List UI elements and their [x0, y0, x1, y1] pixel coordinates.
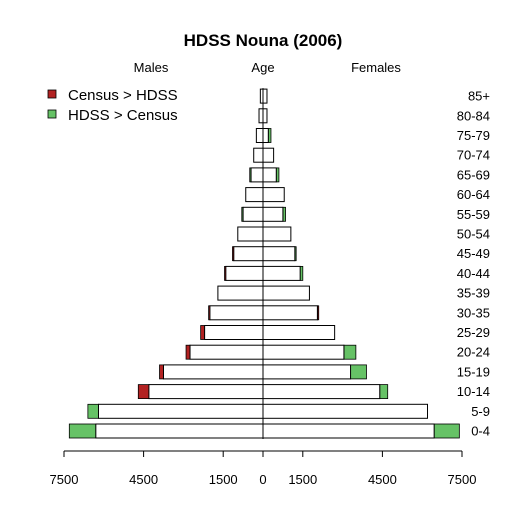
male-bar-80-84 [258, 108, 264, 124]
female-excess-bar-0-4 [433, 423, 460, 439]
chart-title: HDSS Nouna (2006) [184, 31, 343, 50]
age-label-50-54: 50-54 [457, 227, 490, 242]
male-bar-40-44 [225, 265, 264, 281]
male-bar-0-4 [95, 423, 264, 439]
legend: Census > HDSS HDSS > Census [47, 87, 178, 124]
female-excess-bar-15-19 [350, 364, 367, 380]
female-bar-10-14 [262, 384, 381, 400]
females-header: Females [351, 60, 401, 75]
female-bar-40-44 [262, 265, 301, 281]
male-excess-bar-20-24 [185, 344, 191, 360]
female-bar-70-74 [262, 147, 275, 163]
age-label-5-9: 5-9 [471, 404, 490, 419]
male-excess-bar-5-9 [87, 403, 99, 419]
female-excess-bar-20-24 [343, 344, 357, 360]
age-label-0-4: 0-4 [471, 424, 490, 439]
age-label-15-19: 15-19 [457, 364, 490, 379]
age-label-35-39: 35-39 [457, 286, 490, 301]
male-bar-15-19 [163, 364, 264, 380]
age-label-45-49: 45-49 [457, 246, 490, 261]
female-bar-30-35 [262, 305, 318, 321]
age-label-10-14: 10-14 [457, 384, 490, 399]
female-bar-75-79 [262, 128, 269, 143]
x-tick-label-3: 0 [259, 472, 266, 487]
legend-swatch-hdss-gt-census [47, 109, 57, 119]
male-bar-70-74 [253, 147, 264, 163]
male-bar-35-39 [217, 285, 264, 301]
male-bar-25-29 [204, 325, 264, 340]
male-excess-bar-10-14 [137, 384, 150, 400]
bars-layer [68, 88, 460, 439]
age-label-55-59: 55-59 [457, 207, 490, 222]
x-tick-label-1: 4500 [129, 472, 158, 487]
age-label-25-29: 25-29 [457, 325, 490, 340]
male-excess-bar-15-19 [159, 364, 164, 380]
x-tick-label-2: 1500 [209, 472, 238, 487]
female-bar-45-49 [262, 246, 296, 262]
legend-label-hdss-gt-census: HDSS > Census [68, 107, 178, 124]
males-header: Males [134, 60, 169, 75]
male-excess-bar-0-4 [68, 423, 97, 439]
x-tick-label-4: 1500 [288, 472, 317, 487]
female-bar-60-64 [262, 187, 285, 203]
age-label-60-64: 60-64 [457, 187, 490, 202]
female-bar-80-84 [262, 108, 268, 124]
female-excess-bar-10-14 [379, 384, 389, 400]
age-label-75-79: 75-79 [457, 128, 490, 143]
age-label-85-: 85+ [468, 89, 490, 104]
male-bar-10-14 [148, 384, 264, 400]
age-label-70-74: 70-74 [457, 148, 490, 163]
female-bar-35-39 [262, 285, 310, 301]
age-labels: 0-4 5-9 10-14 15-19 20-24 25-29 30-35 35-39 40-4… [457, 89, 490, 439]
male-bar-5-9 [97, 403, 264, 419]
male-bar-55-59 [242, 206, 264, 222]
female-bar-55-59 [262, 206, 284, 222]
legend-swatch-census-gt-hdss [47, 89, 57, 99]
age-label-80-84: 80-84 [457, 108, 490, 123]
male-bar-30-35 [209, 305, 264, 321]
female-bar-25-29 [262, 325, 336, 340]
male-bar-60-64 [245, 187, 264, 203]
x-tick-label-5: 4500 [368, 472, 397, 487]
female-bar-20-24 [262, 344, 345, 360]
female-bar-85- [262, 88, 268, 104]
age-label-20-24: 20-24 [457, 345, 490, 360]
male-bar-75-79 [255, 128, 264, 143]
female-bar-5-9 [262, 403, 429, 419]
male-bar-20-24 [189, 344, 264, 360]
legend-label-census-gt-hdss: Census > HDSS [68, 87, 178, 104]
x-tick-label-6: 7500 [448, 472, 477, 487]
female-bar-0-4 [262, 423, 435, 439]
female-bar-15-19 [262, 364, 352, 380]
age-label-30-35: 30-35 [457, 305, 490, 320]
male-bar-50-54 [237, 226, 264, 242]
male-bar-45-49 [233, 246, 264, 262]
x-axis: 7500 4500 1500 0 1500 4500 7500 [50, 450, 477, 487]
x-tick-label-0: 7500 [50, 472, 79, 487]
age-header: Age [251, 60, 274, 75]
age-label-65-69: 65-69 [457, 167, 490, 182]
male-bar-65-69 [250, 167, 264, 183]
female-bar-50-54 [262, 226, 292, 242]
age-label-40-44: 40-44 [457, 266, 490, 281]
female-bar-65-69 [262, 167, 277, 183]
male-excess-bar-25-29 [200, 325, 206, 340]
